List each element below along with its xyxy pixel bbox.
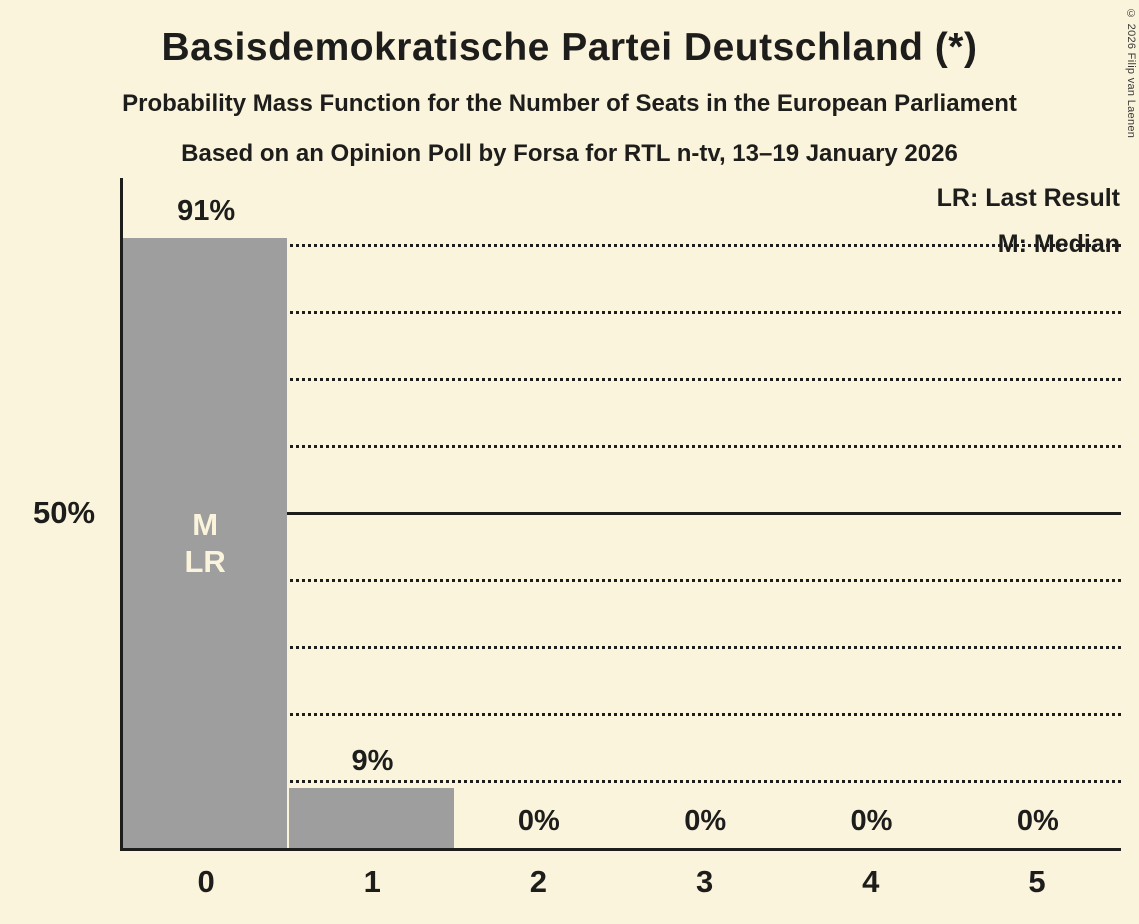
bar-slot-0: M LR 91%	[123, 178, 289, 848]
bar-value-label-3: 0%	[684, 805, 727, 837]
x-tick-4: 4	[862, 864, 880, 899]
gridline-dotted-60	[123, 444, 1121, 448]
bar-annotation-lr: LR	[184, 544, 226, 580]
chart-header: Basisdemokratische Partei Deutschland (*…	[0, 0, 1139, 168]
x-tick-1: 1	[363, 864, 381, 899]
gridline-dotted-80	[123, 310, 1121, 314]
bar-slot-5: 0%	[955, 178, 1121, 848]
legend: LR: Last Result M: Median	[937, 184, 1120, 276]
legend-median: M: Median	[997, 230, 1120, 258]
chart-title: Basisdemokratische Partei Deutschland (*…	[161, 26, 978, 69]
gridline-dotted-40	[123, 578, 1121, 582]
x-axis-ticks: 0 1 2 3 4 5	[123, 864, 1120, 900]
bar-slot-1: 9%	[289, 178, 455, 848]
y-axis-tick-label: 50%	[32, 495, 96, 530]
x-tick-0: 0	[197, 864, 215, 899]
legend-last-result: LR: Last Result	[936, 184, 1120, 212]
x-tick-3: 3	[695, 864, 714, 899]
bar-slots: M LR 91% 9% 0% 0% 0% 0%	[123, 178, 1121, 848]
gridline-dotted-30	[123, 645, 1121, 649]
gridline-dotted-10	[123, 779, 1121, 783]
gridline-solid-50	[123, 511, 1121, 515]
bar-seats-1	[289, 787, 454, 848]
gridline-dotted-70	[123, 377, 1121, 381]
chart-subtitle: Probability Mass Function for the Number…	[122, 90, 1017, 117]
gridline-dotted-90	[123, 243, 1121, 247]
bar-value-label-1: 9%	[351, 744, 394, 777]
bar-slot-2: 0%	[456, 178, 622, 848]
bar-value-label-2: 0%	[517, 805, 560, 837]
plot-inner: M LR 91% 9% 0% 0% 0% 0%	[123, 178, 1121, 848]
bar-slot-3: 0%	[622, 178, 788, 848]
bar-value-label-4: 0%	[850, 805, 893, 837]
x-tick-2: 2	[529, 864, 548, 899]
gridline-dotted-20	[123, 712, 1121, 716]
copyright-notice: © 2026 Filip van Laenen	[1125, 8, 1137, 139]
x-tick-5: 5	[1028, 864, 1046, 899]
bar-seats-0: M LR	[123, 238, 288, 848]
bar-slot-4: 0%	[788, 178, 954, 848]
plot-area: M LR 91% 9% 0% 0% 0% 0%	[120, 178, 1121, 851]
bar-value-label-5: 0%	[1016, 805, 1059, 837]
chart-source-line: Based on an Opinion Poll by Forsa for RT…	[181, 140, 958, 167]
bar-value-label-0: 91%	[177, 195, 236, 228]
bar-annotation-m: M	[192, 506, 219, 542]
